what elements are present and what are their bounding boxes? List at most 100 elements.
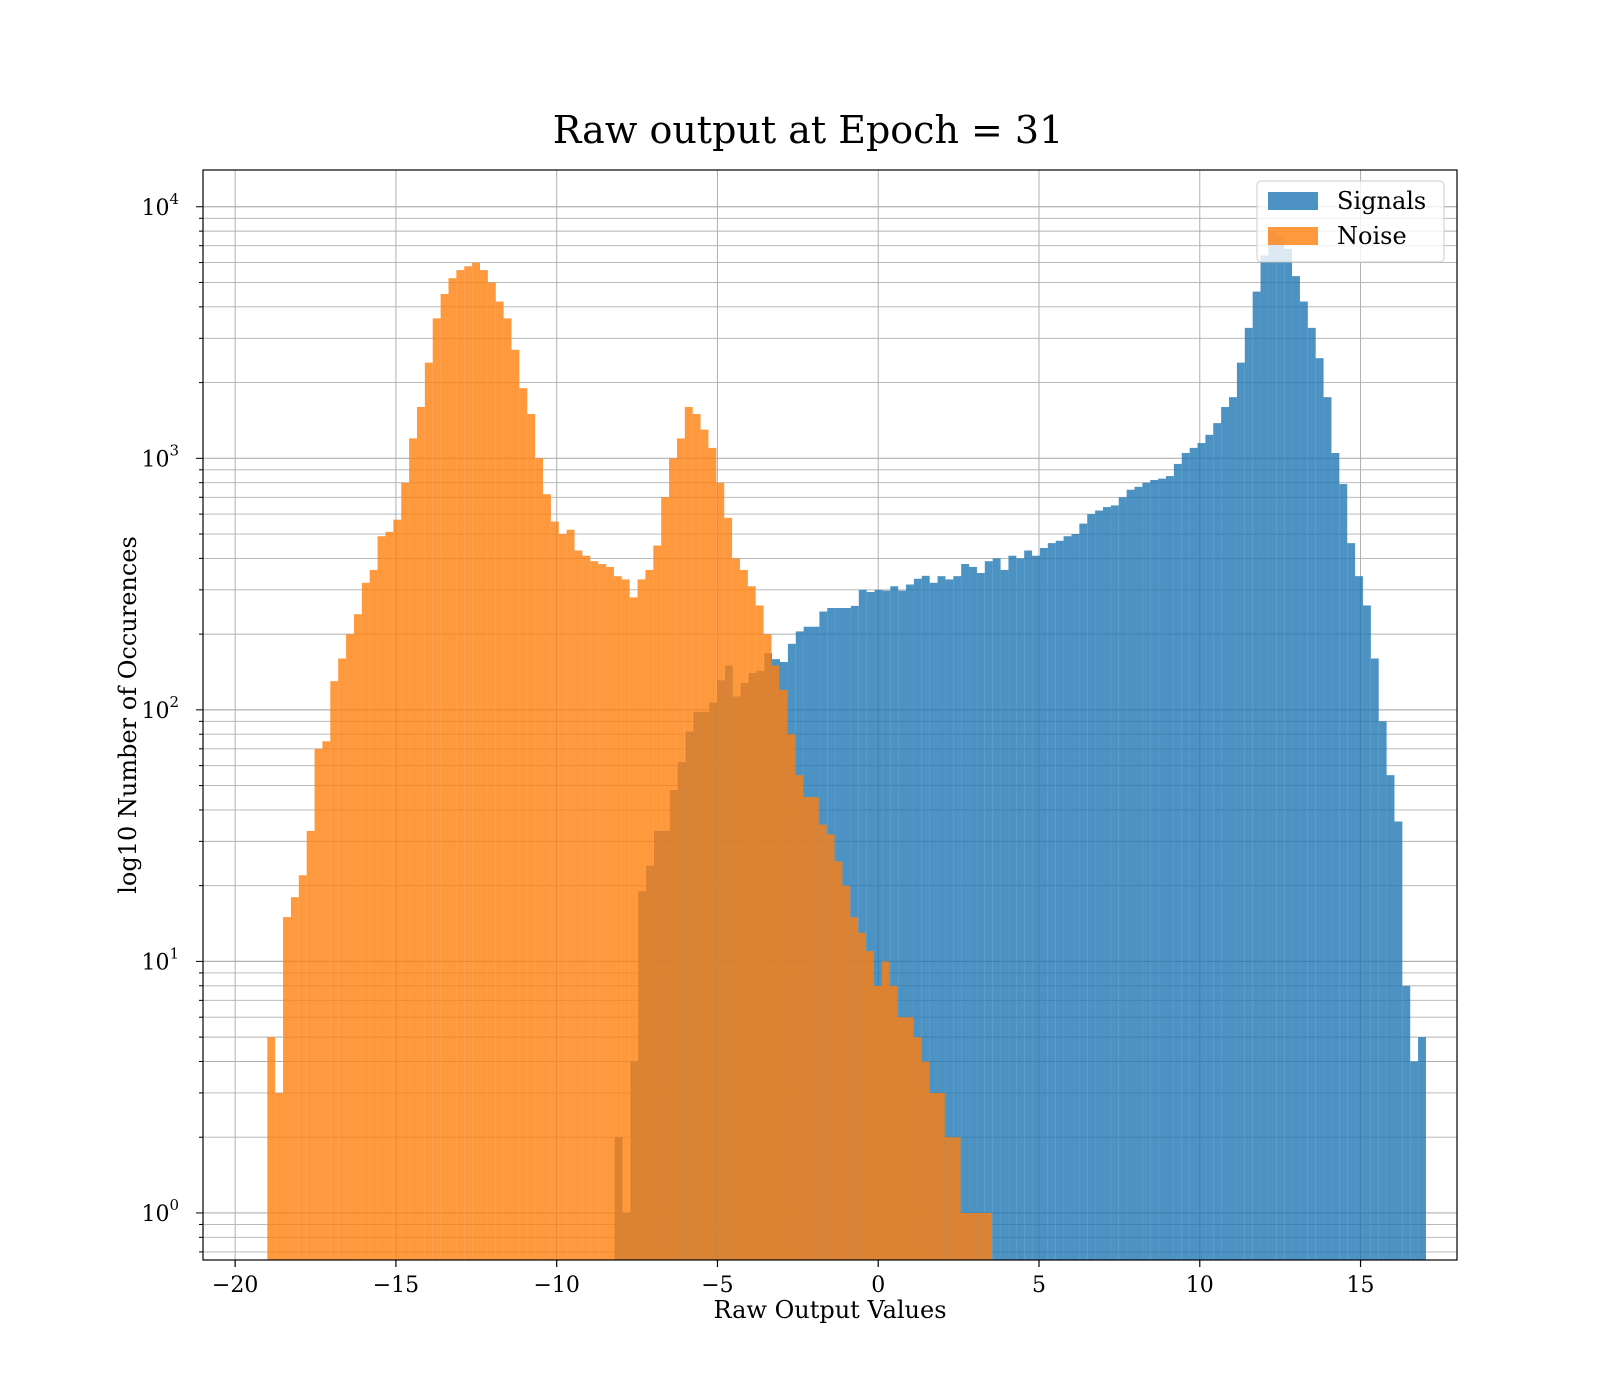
noise-bar: [795, 775, 803, 1260]
noise-bar: [621, 579, 630, 1260]
signals-bar: [1039, 547, 1048, 1260]
signals-bar: [1307, 327, 1316, 1260]
noise-bar: [298, 875, 307, 1260]
signals-bar: [921, 575, 930, 1260]
signals-bar: [1087, 514, 1096, 1260]
noise-bar: [747, 586, 756, 1260]
signals-bar: [1276, 235, 1285, 1260]
signals-bar: [1134, 486, 1143, 1260]
signals-bar: [913, 578, 922, 1260]
noise-bar: [779, 689, 788, 1260]
signals-bar: [1197, 443, 1206, 1260]
noise-bar: [472, 262, 481, 1260]
noise-bar: [834, 861, 843, 1260]
noise-bar: [480, 270, 488, 1260]
signals-bar: [1410, 1061, 1419, 1260]
noise-bar: [503, 318, 512, 1260]
x-tick-label: 5: [1032, 1273, 1046, 1298]
signals-bar: [874, 589, 883, 1260]
signals-bar: [1299, 301, 1308, 1260]
noise-bar: [543, 494, 551, 1260]
noise-bar: [968, 1212, 977, 1260]
signals-bar: [1268, 231, 1277, 1260]
noise-bar: [881, 961, 890, 1260]
x-tick-label: −10: [533, 1273, 579, 1298]
y-tick-label: 103: [141, 441, 179, 472]
noise-bar: [692, 414, 701, 1260]
signals-bar: [1102, 507, 1111, 1260]
signals-bar: [1024, 550, 1033, 1260]
signals-bar: [858, 589, 867, 1260]
signals-bar: [937, 576, 946, 1260]
histogram-bars: [267, 231, 1426, 1260]
noise-bar: [787, 734, 796, 1260]
signals-bar: [929, 582, 938, 1260]
noise-bar: [432, 318, 441, 1260]
noise-bar: [724, 517, 733, 1260]
noise-bar: [535, 458, 544, 1260]
noise-bar: [393, 519, 402, 1260]
noise-bar: [385, 531, 394, 1260]
signals-bar: [1126, 489, 1135, 1260]
signals-bar: [1016, 558, 1025, 1260]
noise-bar: [921, 1061, 930, 1260]
noise-bar: [739, 569, 748, 1260]
signals-bar: [1150, 479, 1159, 1260]
chart-title: Raw output at Epoch = 31: [553, 108, 1064, 152]
signals-bar: [1252, 291, 1261, 1260]
signals-bar: [1292, 276, 1300, 1260]
noise-bar: [361, 582, 370, 1260]
signals-bar: [1110, 505, 1119, 1260]
noise-bar: [984, 1212, 993, 1260]
noise-bar: [960, 1212, 969, 1260]
noise-bar: [574, 550, 583, 1260]
signals-bar: [1229, 397, 1237, 1260]
signals-bar: [1260, 255, 1269, 1260]
noise-bar: [905, 1017, 914, 1260]
noise-bar: [401, 482, 410, 1260]
noise-bar: [606, 566, 614, 1260]
noise-bar: [661, 497, 670, 1260]
noise-bar: [353, 614, 362, 1260]
signals-bar: [1071, 534, 1080, 1260]
noise-bar: [866, 950, 874, 1260]
x-tick-label: 0: [871, 1273, 885, 1298]
x-axis-ticks: −20 −15 −10 −5 0 5 10 15: [212, 1260, 1375, 1298]
signals-bar: [961, 564, 970, 1260]
noise-bar: [676, 438, 685, 1260]
noise-bar: [283, 917, 291, 1260]
signals-bar: [1244, 327, 1253, 1260]
signals-bar: [882, 590, 891, 1260]
noise-bar: [913, 1037, 922, 1260]
signals-bar: [1323, 397, 1332, 1260]
noise-bar: [858, 932, 867, 1260]
noise-series: [267, 262, 993, 1260]
signals-bar: [1047, 543, 1056, 1260]
noise-legend-swatch: [1268, 227, 1318, 245]
noise-bar: [897, 1017, 906, 1260]
noise-bar: [716, 482, 725, 1260]
signals-legend-label: Signals: [1337, 187, 1426, 215]
noise-bar: [456, 270, 465, 1260]
signals-bar: [945, 579, 954, 1260]
signals-bar: [906, 584, 914, 1260]
noise-bar: [952, 1137, 961, 1260]
signals-legend-swatch: [1268, 192, 1318, 210]
noise-bar: [842, 885, 851, 1260]
signals-bar: [1063, 536, 1072, 1260]
signals-bar: [1205, 434, 1214, 1260]
signals-bar: [1362, 605, 1371, 1260]
noise-bar: [464, 266, 473, 1260]
noise-bar: [629, 597, 638, 1260]
noise-bar: [290, 897, 299, 1260]
signals-bar: [866, 592, 875, 1260]
noise-bar: [267, 1037, 276, 1260]
signals-bar: [1378, 721, 1387, 1260]
signals-bar: [1158, 478, 1167, 1260]
signals-bar: [1181, 452, 1190, 1260]
noise-bar: [818, 824, 827, 1260]
noise-bar: [637, 579, 646, 1260]
signals-bar: [1142, 482, 1151, 1260]
noise-bar: [369, 569, 378, 1260]
